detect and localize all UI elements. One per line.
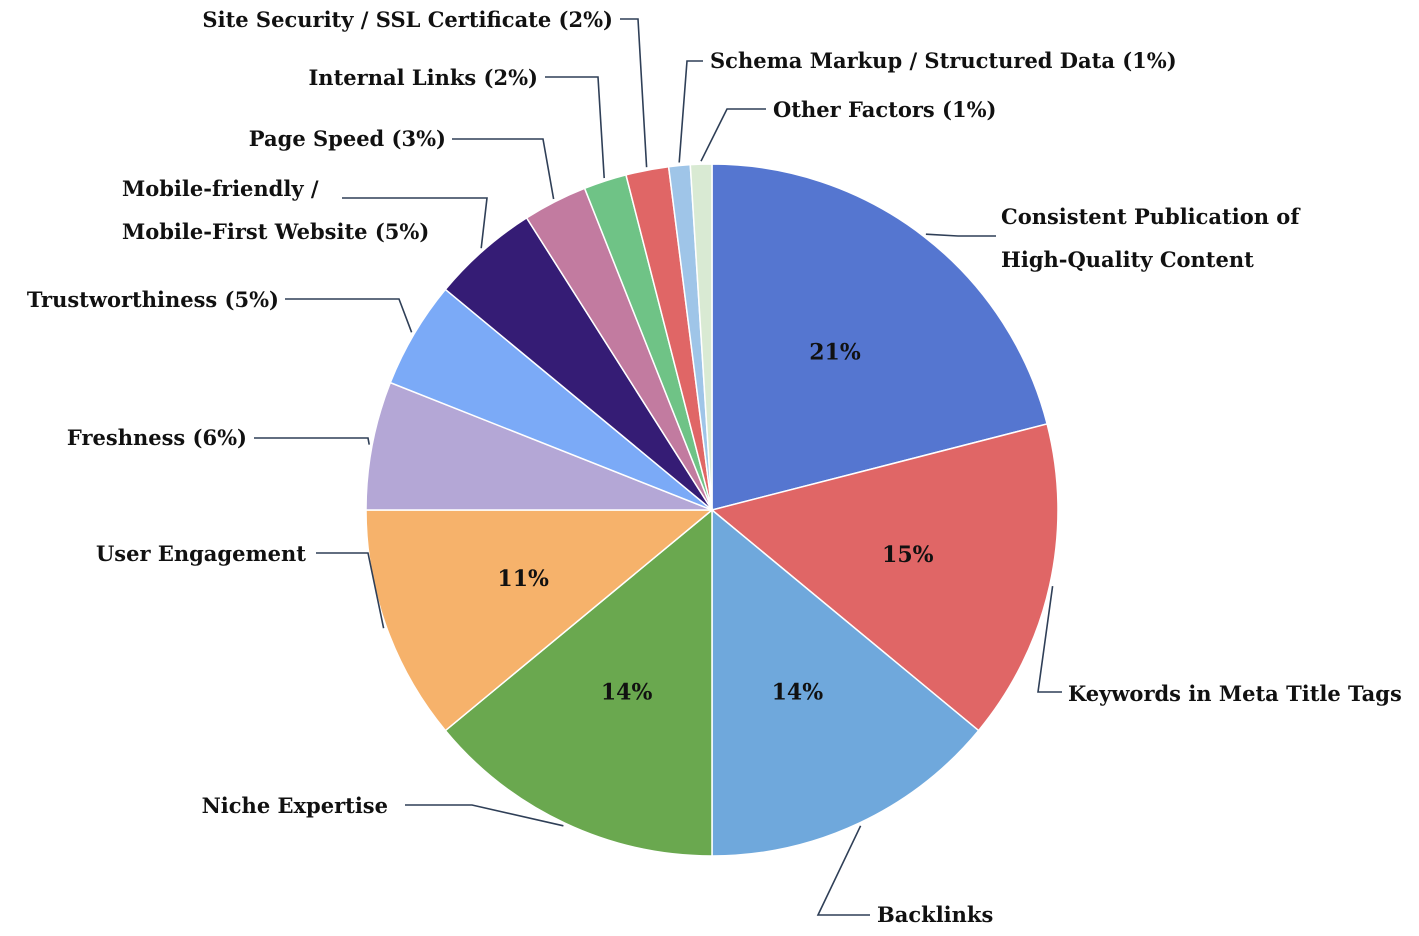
leader-line-site-security-ssl-certificate-2 [620,18,648,168]
leader-line-keywords-in-meta-title-tags [1037,585,1062,693]
leader-line-mobile-friendly-mobile-first-website-5 [342,197,488,249]
leader-line-internal-links-2 [545,76,605,179]
leader-line-backlinks [816,825,870,916]
percent-labels: 21% 15% 14% 14% 11% [497,339,933,705]
category-label-niche-expertise: Niche Expertise [202,793,388,818]
category-label-page-speed-3: Page Speed (3%) [249,126,446,151]
category-label-schema-markup-structured-data-1: Schema Markup / Structured Data (1%) [710,48,1177,73]
leader-line-schema-markup-structured-data-1 [678,60,703,163]
category-label-site-security-ssl-certificate-2: Site Security / SSL Certificate (2%) [202,7,613,32]
value-label-consistent-publication-of-high-quality-content: 21% [809,339,861,365]
leader-lines [254,18,1062,916]
leader-line-niche-expertise [405,804,564,827]
slice-consistent-publication-of-high-quality-content [711,163,1049,511]
leader-line-other-factors-1 [700,108,766,162]
category-label-freshness-6: Freshness (6%) [67,425,247,450]
slice-freshness-6 [365,381,713,511]
category-label-keywords-in-meta-title-tags: Keywords in Meta Title Tags [1068,681,1402,706]
slice-backlinks [711,508,980,857]
slice-user-engagement [365,509,715,732]
category-label-backlinks: Backlinks [877,902,993,927]
leader-line-trustworthiness-5 [285,298,413,333]
leader-line-freshness-6 [254,437,370,445]
leader-line-user-engagement [316,552,385,629]
category-label-user-engagement: User Engagement [96,541,306,566]
category-label-trustworthiness-5: Trustworthiness (5%) [27,287,279,312]
value-label-user-engagement: 11% [497,566,549,592]
category-label-consistent-publication-of-high-quality-content-line-2: High-Quality Content [1001,247,1254,272]
value-label-backlinks: 14% [772,680,824,706]
pie-slices [365,163,1059,857]
slice-niche-expertise [444,508,713,857]
category-label-internal-links-2: Internal Links (2%) [308,65,538,90]
category-label-mobile-friendly-mobile-first-website-5-line-1: Mobile-friendly / [122,176,319,201]
value-label-keywords-in-meta-title-tags: 15% [882,542,934,568]
slice-keywords-in-meta-title-tags [710,423,1059,732]
category-label-mobile-friendly-mobile-first-website-5-line-2: Mobile-First Website (5%) [122,219,429,244]
category-label-other-factors-1: Other Factors (1%) [773,97,997,122]
leader-line-consistent-publication-of-high-quality-content [925,233,996,237]
category-labels: Consistent Publication of High-Quality Co… [27,7,1402,927]
category-label-consistent-publication-of-high-quality-content-line-1: Consistent Publication of [1001,204,1301,229]
value-label-niche-expertise: 14% [601,680,653,706]
slice-other-factors-1 [689,163,713,511]
leader-line-page-speed-3 [452,138,555,200]
